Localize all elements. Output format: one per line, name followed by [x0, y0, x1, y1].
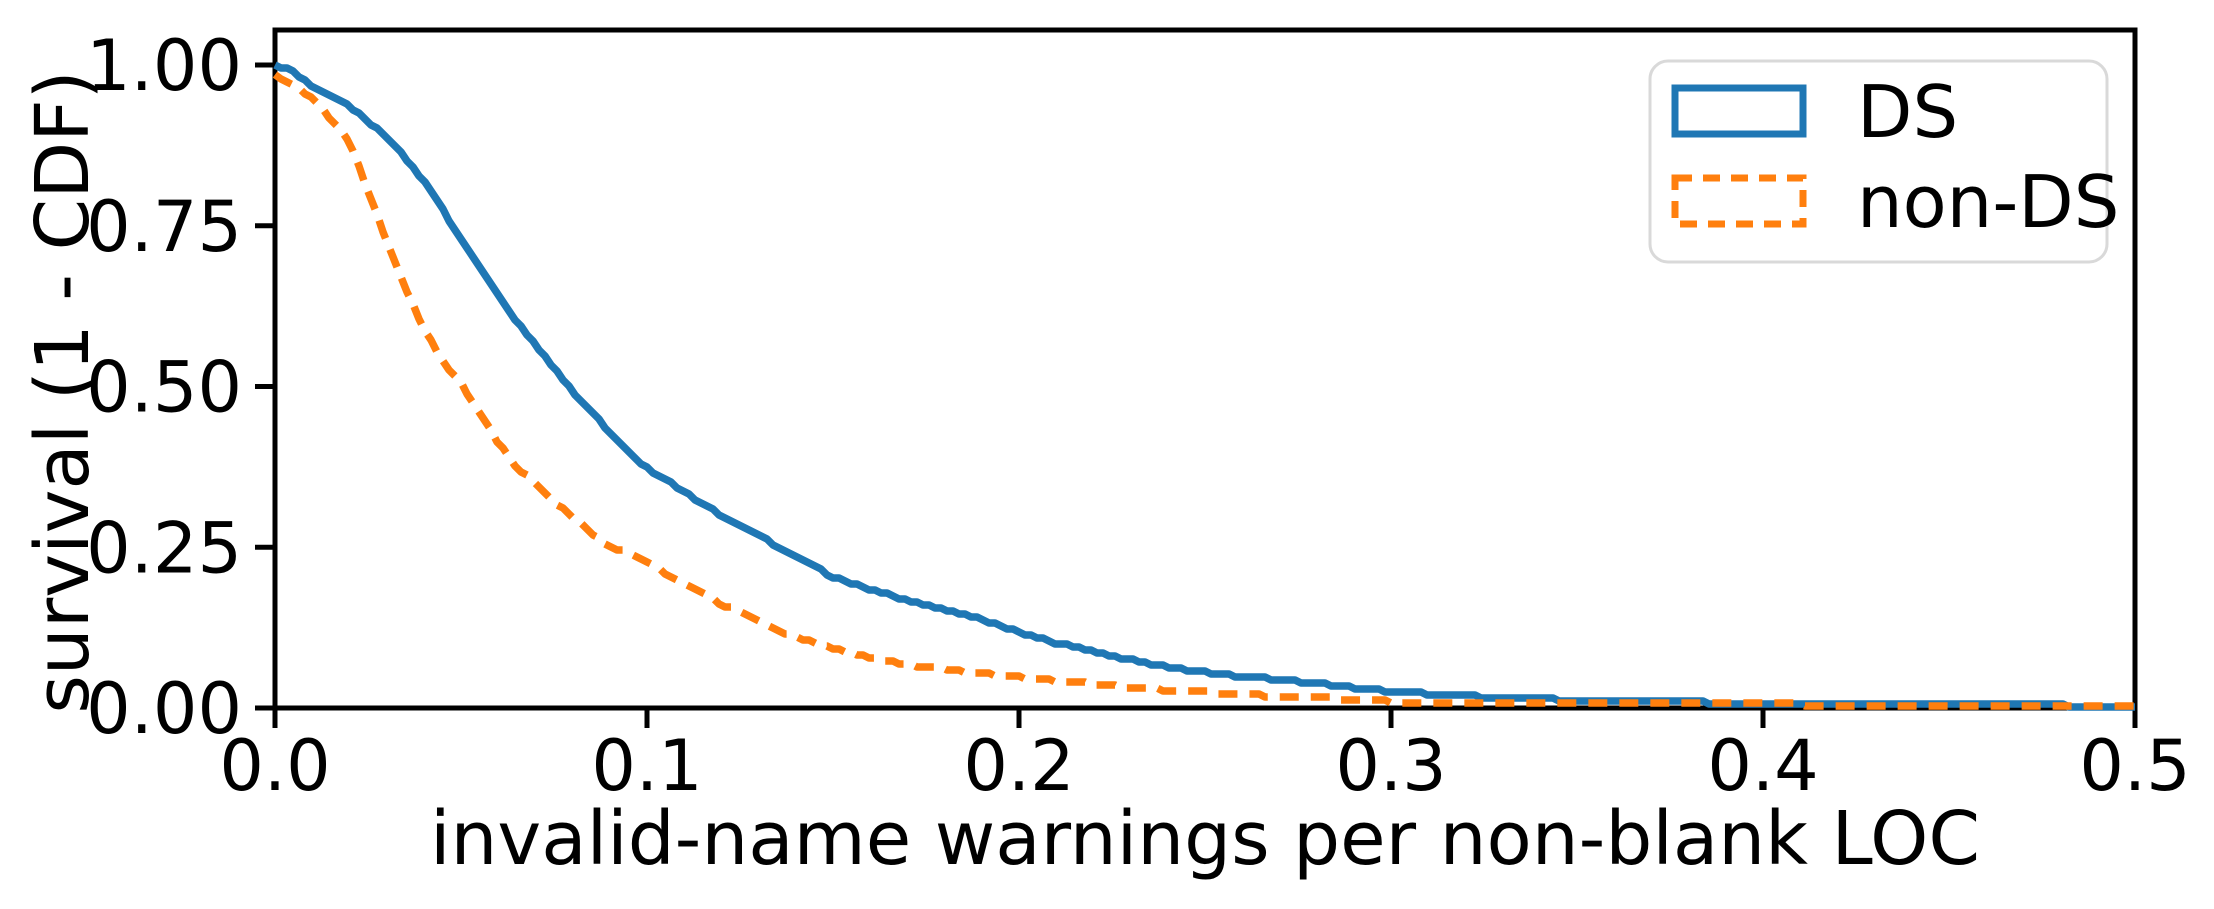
x-tick-label: 0.4 [1707, 725, 1818, 807]
y-axis-label: survival (1 - CDF) [20, 70, 106, 713]
x-tick-label: 0.1 [591, 725, 702, 807]
x-tick-label: 0.2 [963, 725, 1074, 807]
legend-label-non-ds: non-DS [1857, 160, 2119, 244]
legend-swatch-ds [1671, 84, 1807, 138]
legend: DS non-DS [1648, 59, 2119, 264]
y-tick-label: 0.00 [86, 668, 242, 750]
x-tick-label: 0.3 [1335, 725, 1446, 807]
non-ds-curve [272, 71, 2135, 710]
legend-label-ds: DS [1857, 70, 1958, 154]
x-tick-label: 0.0 [219, 725, 330, 807]
x-tick-group: 0.0 0.1 0.2 0.3 0.4 0.5 [219, 708, 2191, 807]
legend-frame [1648, 59, 2109, 264]
ds-curve [273, 61, 2135, 711]
y-tick-label: 0.25 [86, 507, 242, 589]
plot-frame [272, 27, 2138, 711]
y-tick-label: 1.00 [86, 25, 242, 107]
y-tick-label: 0.75 [86, 186, 242, 268]
x-tick-label: 0.5 [2079, 725, 2190, 807]
legend-swatch-non-ds [1671, 174, 1807, 228]
x-axis-label: invalid-name warnings per non-blank LOC [430, 796, 1980, 882]
y-tick-group: 0.00 0.25 0.50 0.75 1.00 [86, 25, 275, 750]
y-tick-label: 0.50 [86, 347, 242, 429]
